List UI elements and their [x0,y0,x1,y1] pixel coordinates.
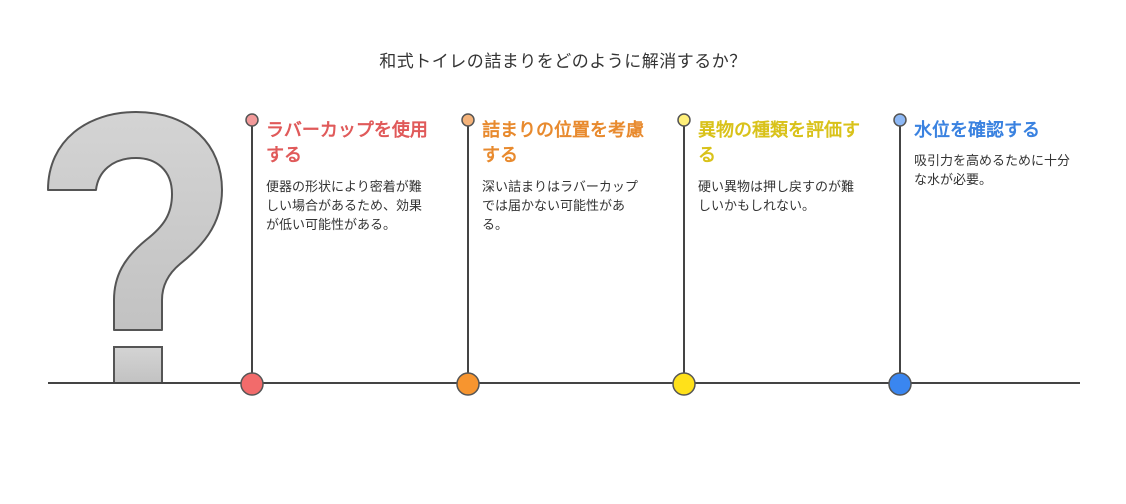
step-description-foreign-object: 硬い異物は押し戻すのが難しいかもしれない。 [698,180,855,214]
timeline-marker [456,113,480,396]
step-heading-water-level: 水位を確認する [914,120,1040,141]
diagram-title: 和式トイレの詰まりをどのように解消するか？ [379,52,747,72]
pin-dot [677,113,691,127]
timeline-node [888,372,912,396]
step-heading-clog-position: 詰まりの位置を考慮する [482,120,644,166]
timeline-node [456,372,480,396]
step-heading-rubber-plunger: ラバーカップを使用する [266,120,428,166]
timeline-marker [672,113,696,396]
pin-dot [461,113,475,127]
pin-dot [893,113,907,127]
step-description-water-level: 吸引力を高めるために十分な水が必要。 [914,154,1071,188]
timeline-node [672,372,696,396]
question-mark-icon [47,111,223,384]
step-heading-foreign-object: 異物の種類を評価する [698,120,860,166]
step-description-rubber-plunger: 便器の形状により密着が難しい場合があるため、効果が低い可能性がある。 [266,180,423,233]
timeline-marker [888,113,912,396]
timeline-marker [240,113,264,396]
step-description-clog-position: 深い詰まりはラバーカップでは届かない可能性がある。 [482,180,638,233]
pin-dot [245,113,259,127]
timeline-node [240,372,264,396]
